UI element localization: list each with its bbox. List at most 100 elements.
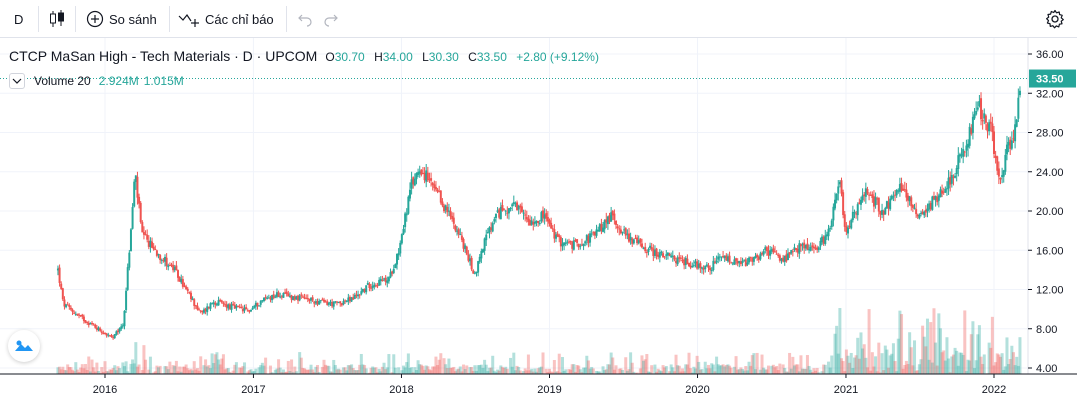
candle-body xyxy=(211,303,214,305)
volume-bar xyxy=(437,359,441,374)
volume-bar xyxy=(765,369,769,374)
candle-body xyxy=(501,205,504,211)
volume-bar xyxy=(815,367,819,374)
candle-body xyxy=(637,240,640,244)
candle-body xyxy=(1018,90,1021,96)
redo-icon xyxy=(324,14,338,27)
volume-bar xyxy=(75,369,79,374)
volume-bar xyxy=(291,372,295,374)
volume-bar xyxy=(61,366,65,374)
volume-bar xyxy=(817,372,821,374)
candle-body xyxy=(464,245,467,250)
volume-bar xyxy=(653,364,657,374)
candle-body xyxy=(215,304,218,306)
volume-bar xyxy=(346,365,350,374)
candle-body xyxy=(102,332,105,334)
volume-bar xyxy=(247,370,251,374)
interval-button[interactable]: D xyxy=(14,0,23,38)
volume-bar xyxy=(810,371,814,374)
candle-body xyxy=(683,259,686,266)
candle-body xyxy=(919,213,922,215)
volume-bar xyxy=(861,348,865,374)
settings-button[interactable] xyxy=(1045,0,1065,38)
price-chart[interactable]: 36.00 32.00 28.00 24.00 20.00 16.00 12.00 8.00 4… xyxy=(0,38,1077,404)
y-tick-label: 28.00 xyxy=(1036,128,1064,140)
volume-bar xyxy=(870,352,874,374)
volume-bar xyxy=(598,371,602,374)
candle-body xyxy=(358,294,361,296)
candle-body xyxy=(1010,140,1013,149)
undo-button[interactable] xyxy=(297,0,313,38)
candle-body xyxy=(610,212,613,222)
candle-body xyxy=(665,254,668,256)
cloud-logo-icon xyxy=(15,340,33,351)
collapse-button[interactable] xyxy=(9,73,25,89)
candle-body xyxy=(104,332,106,335)
tradingview-logo[interactable] xyxy=(8,330,40,362)
volume-bar xyxy=(163,366,167,374)
volume-bar xyxy=(85,369,89,374)
candle-body xyxy=(126,267,129,290)
indicators-button[interactable]: Các chỉ báo xyxy=(178,0,274,38)
candle-body xyxy=(175,265,178,271)
candle-body xyxy=(478,256,481,262)
volume-bar xyxy=(754,369,758,374)
volume-bar xyxy=(367,372,371,374)
candle-body xyxy=(795,248,798,250)
volume-bar xyxy=(840,358,844,374)
candle-body xyxy=(297,295,300,301)
candle-body xyxy=(60,283,63,289)
candle-body xyxy=(650,247,653,250)
volume-bar xyxy=(934,342,938,374)
candle-body xyxy=(559,237,562,247)
candle-body xyxy=(301,296,304,298)
candle-body xyxy=(165,257,168,266)
volume-bar xyxy=(486,371,490,374)
candle-body xyxy=(134,175,137,183)
candle-body xyxy=(267,297,270,299)
candle-body xyxy=(530,220,533,225)
volume-bar xyxy=(705,368,709,374)
candle-body xyxy=(185,286,188,290)
volume-bar xyxy=(878,372,882,374)
candle-body xyxy=(237,306,240,308)
candle-body xyxy=(159,255,162,260)
change-value: +2.80 (+9.12%) xyxy=(516,50,599,64)
volume-bar xyxy=(455,369,459,374)
candle-body xyxy=(934,196,937,201)
volume-bar xyxy=(90,359,94,374)
candle-body xyxy=(454,225,457,231)
candle-body xyxy=(219,299,222,301)
redo-button[interactable] xyxy=(323,0,339,38)
candle-body xyxy=(751,257,754,262)
volume-bar xyxy=(118,368,122,374)
candle-body xyxy=(741,260,744,264)
candle-body xyxy=(900,183,903,191)
candle-body xyxy=(592,232,595,234)
compare-button[interactable]: So sánh xyxy=(86,0,157,38)
candle-body xyxy=(598,224,601,232)
volume-bar xyxy=(726,364,730,374)
candle-body xyxy=(332,301,335,307)
volume-bar xyxy=(911,365,915,374)
volume-bar xyxy=(314,366,318,374)
volume-bar xyxy=(976,334,980,374)
candle-body xyxy=(986,124,989,132)
chart-type-button[interactable] xyxy=(48,0,66,38)
candle-body xyxy=(290,295,293,300)
volume-bar xyxy=(642,360,646,374)
candle-body xyxy=(318,301,321,305)
volume-bar xyxy=(854,355,858,374)
volume-bar xyxy=(992,365,996,374)
candle-body xyxy=(970,128,973,134)
candle-body xyxy=(180,278,183,283)
candle-body xyxy=(144,234,147,236)
candle-body xyxy=(470,257,473,270)
volume-bar xyxy=(702,372,706,374)
candle-body xyxy=(773,251,776,253)
volume-bar xyxy=(1008,359,1012,374)
volume-bar xyxy=(59,369,63,374)
candle-body xyxy=(65,304,68,308)
candle-body xyxy=(113,334,116,338)
volume-bar xyxy=(105,371,109,374)
